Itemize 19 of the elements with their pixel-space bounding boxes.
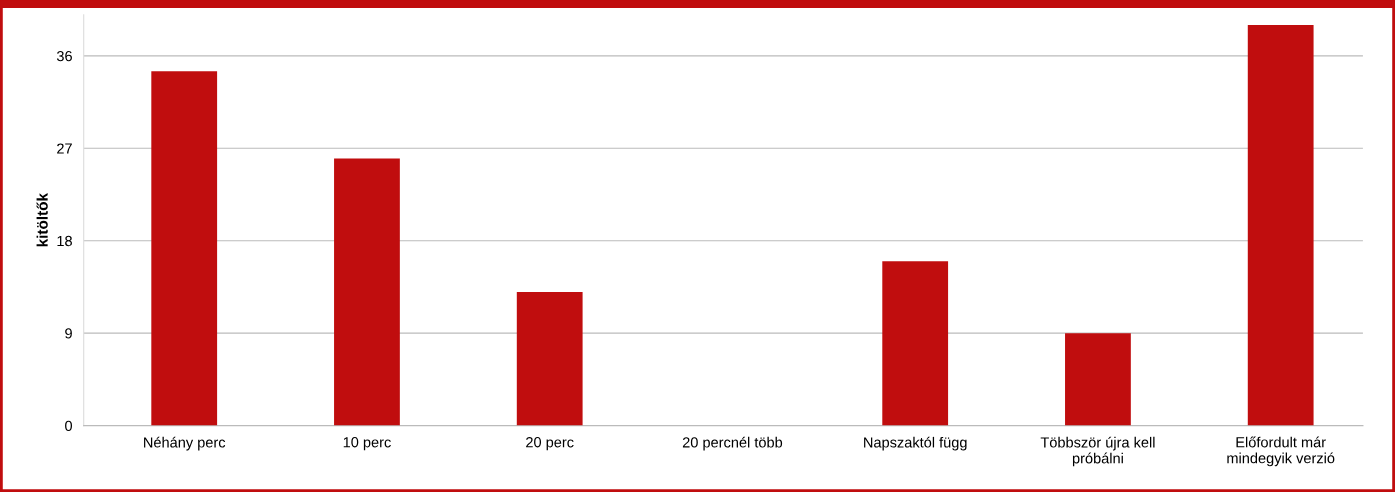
x-tick-label: Napszaktól függ bbox=[864, 436, 967, 451]
bar bbox=[1247, 25, 1314, 426]
y-tick-label: 36 bbox=[56, 50, 72, 62]
y-tick-label: 0 bbox=[65, 420, 73, 432]
y-tick-label: 27 bbox=[57, 143, 72, 154]
x-tick-label: Többször újra kell próbálni bbox=[1040, 436, 1155, 467]
x-tick-label: Néhány perc bbox=[144, 436, 226, 451]
x-tick-label: 20 perc bbox=[526, 437, 574, 451]
bar bbox=[516, 292, 583, 426]
y-axis-title: kitöltők bbox=[36, 192, 48, 247]
bar bbox=[334, 158, 400, 426]
x-tick-label: 20 percnél több bbox=[682, 436, 783, 451]
y-tick-label: 18 bbox=[57, 235, 72, 247]
bar bbox=[882, 261, 949, 426]
bar bbox=[151, 71, 218, 426]
y-tick-label: 9 bbox=[65, 328, 72, 339]
x-tick-label: 10 perc bbox=[343, 437, 391, 451]
x-tick-label: Előfordult már mindegyik verzió bbox=[1227, 436, 1335, 467]
bar bbox=[1065, 333, 1131, 426]
